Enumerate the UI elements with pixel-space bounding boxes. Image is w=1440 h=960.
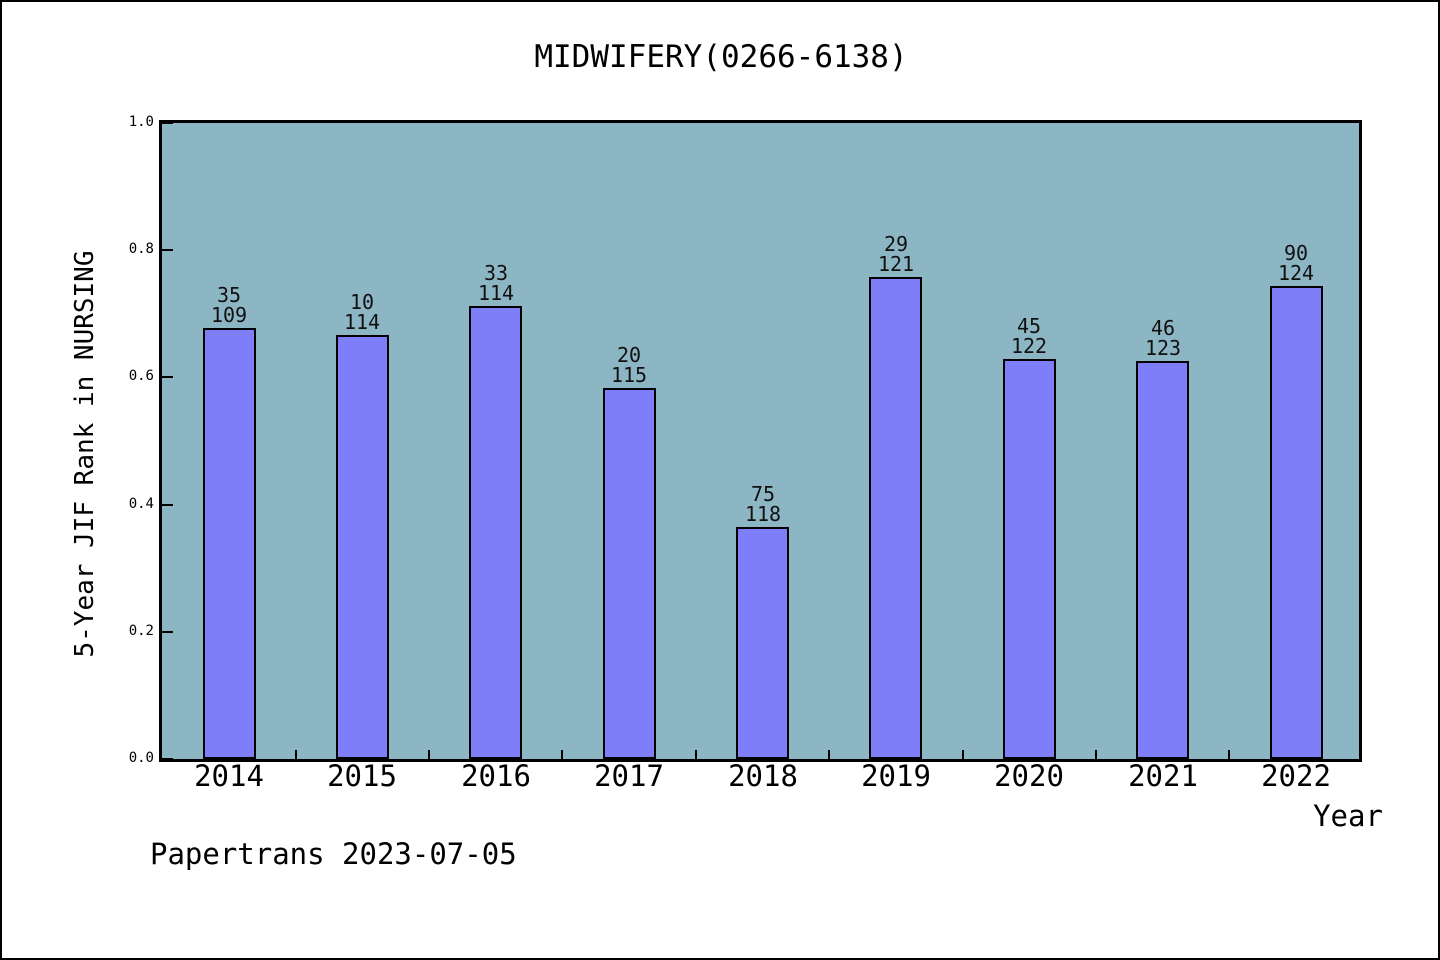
bar-value-label-2015: 10 114	[317, 292, 407, 332]
bar-total-value: 114	[343, 310, 381, 334]
bar-total-value: 114	[477, 281, 515, 305]
x-tick-label-2022: 2022	[1261, 759, 1331, 793]
bar-2015	[336, 335, 389, 759]
bar-value-label-2022: 90 124	[1251, 243, 1341, 283]
x-minor-tick	[1095, 750, 1097, 759]
bar-total-value: 123	[1144, 336, 1182, 360]
plot-area: 35 109 10 114 33 114 20 115 75 118 29 121 45 122 46 123…	[159, 120, 1362, 762]
x-tick-label-2019: 2019	[861, 759, 931, 793]
bar-rank-value: 90	[1283, 241, 1309, 265]
bar-total-value: 118	[744, 502, 782, 526]
bar-total-value: 121	[877, 252, 915, 276]
bar-total-value: 124	[1277, 261, 1315, 285]
x-tick-label-2018: 2018	[728, 759, 798, 793]
bar-total-value: 122	[1010, 334, 1048, 358]
x-minor-tick	[1228, 750, 1230, 759]
bar-rank-value: 35	[216, 283, 242, 307]
bar-rank-value: 46	[1150, 316, 1176, 340]
y-tick-mark	[162, 631, 173, 633]
x-minor-tick	[695, 750, 697, 759]
bar-2014	[203, 328, 256, 759]
bar-total-value: 109	[210, 303, 248, 327]
bar-rank-value: 45	[1016, 314, 1042, 338]
bar-2020	[1003, 359, 1056, 759]
bar-2016	[469, 306, 522, 759]
bar-2021	[1136, 361, 1189, 759]
chart-title: MIDWIFERY(0266-6138)	[534, 39, 908, 75]
y-tick-mark	[162, 122, 173, 124]
x-minor-tick	[561, 750, 563, 759]
y-tick-mark	[162, 249, 173, 251]
x-tick-label-2016: 2016	[461, 759, 531, 793]
bar-value-label-2020: 45 122	[984, 316, 1074, 356]
bar-value-label-2017: 20 115	[584, 345, 674, 385]
y-tick-label: 0.4	[128, 496, 154, 512]
x-tick-label-2020: 2020	[994, 759, 1064, 793]
y-tick-mark	[162, 758, 173, 760]
plot-inner: 35 109 10 114 33 114 20 115 75 118 29 121 45 122 46 123…	[162, 122, 1359, 760]
y-tick-label: 0.0	[128, 750, 154, 766]
y-axis-label: 5-Year JIF Rank in NURSING	[70, 250, 100, 658]
y-tick-mark	[162, 376, 173, 378]
y-tick-label: 0.6	[128, 368, 154, 384]
y-tick-label: 0.8	[128, 241, 154, 257]
bar-2022	[1270, 286, 1323, 759]
bar-2017	[603, 388, 656, 759]
bar-rank-value: 29	[883, 232, 909, 256]
x-minor-tick	[962, 750, 964, 759]
bar-value-label-2018: 75 118	[718, 484, 808, 524]
y-tick-label: 0.2	[128, 623, 154, 639]
x-axis-label: Year	[1313, 799, 1383, 833]
bar-value-label-2014: 35 109	[184, 285, 274, 325]
bar-rank-value: 33	[483, 261, 509, 285]
x-tick-label-2014: 2014	[194, 759, 264, 793]
bar-value-label-2019: 29 121	[851, 234, 941, 274]
y-tick-label: 1.0	[128, 114, 154, 130]
y-tick-mark	[162, 504, 173, 506]
x-minor-tick	[828, 750, 830, 759]
x-tick-label-2021: 2021	[1128, 759, 1198, 793]
bar-value-label-2021: 46 123	[1118, 318, 1208, 358]
bar-2018	[736, 527, 789, 759]
x-tick-label-2017: 2017	[594, 759, 664, 793]
x-tick-label-2015: 2015	[327, 759, 397, 793]
x-minor-tick	[295, 750, 297, 759]
bar-rank-value: 20	[616, 343, 642, 367]
bar-rank-value: 10	[349, 290, 375, 314]
x-minor-tick	[428, 750, 430, 759]
bar-total-value: 115	[610, 363, 648, 387]
bar-rank-value: 75	[750, 482, 776, 506]
bar-2019	[869, 277, 922, 759]
bar-value-label-2016: 33 114	[451, 263, 541, 303]
watermark-text: Papertrans 2023-07-05	[150, 837, 517, 871]
